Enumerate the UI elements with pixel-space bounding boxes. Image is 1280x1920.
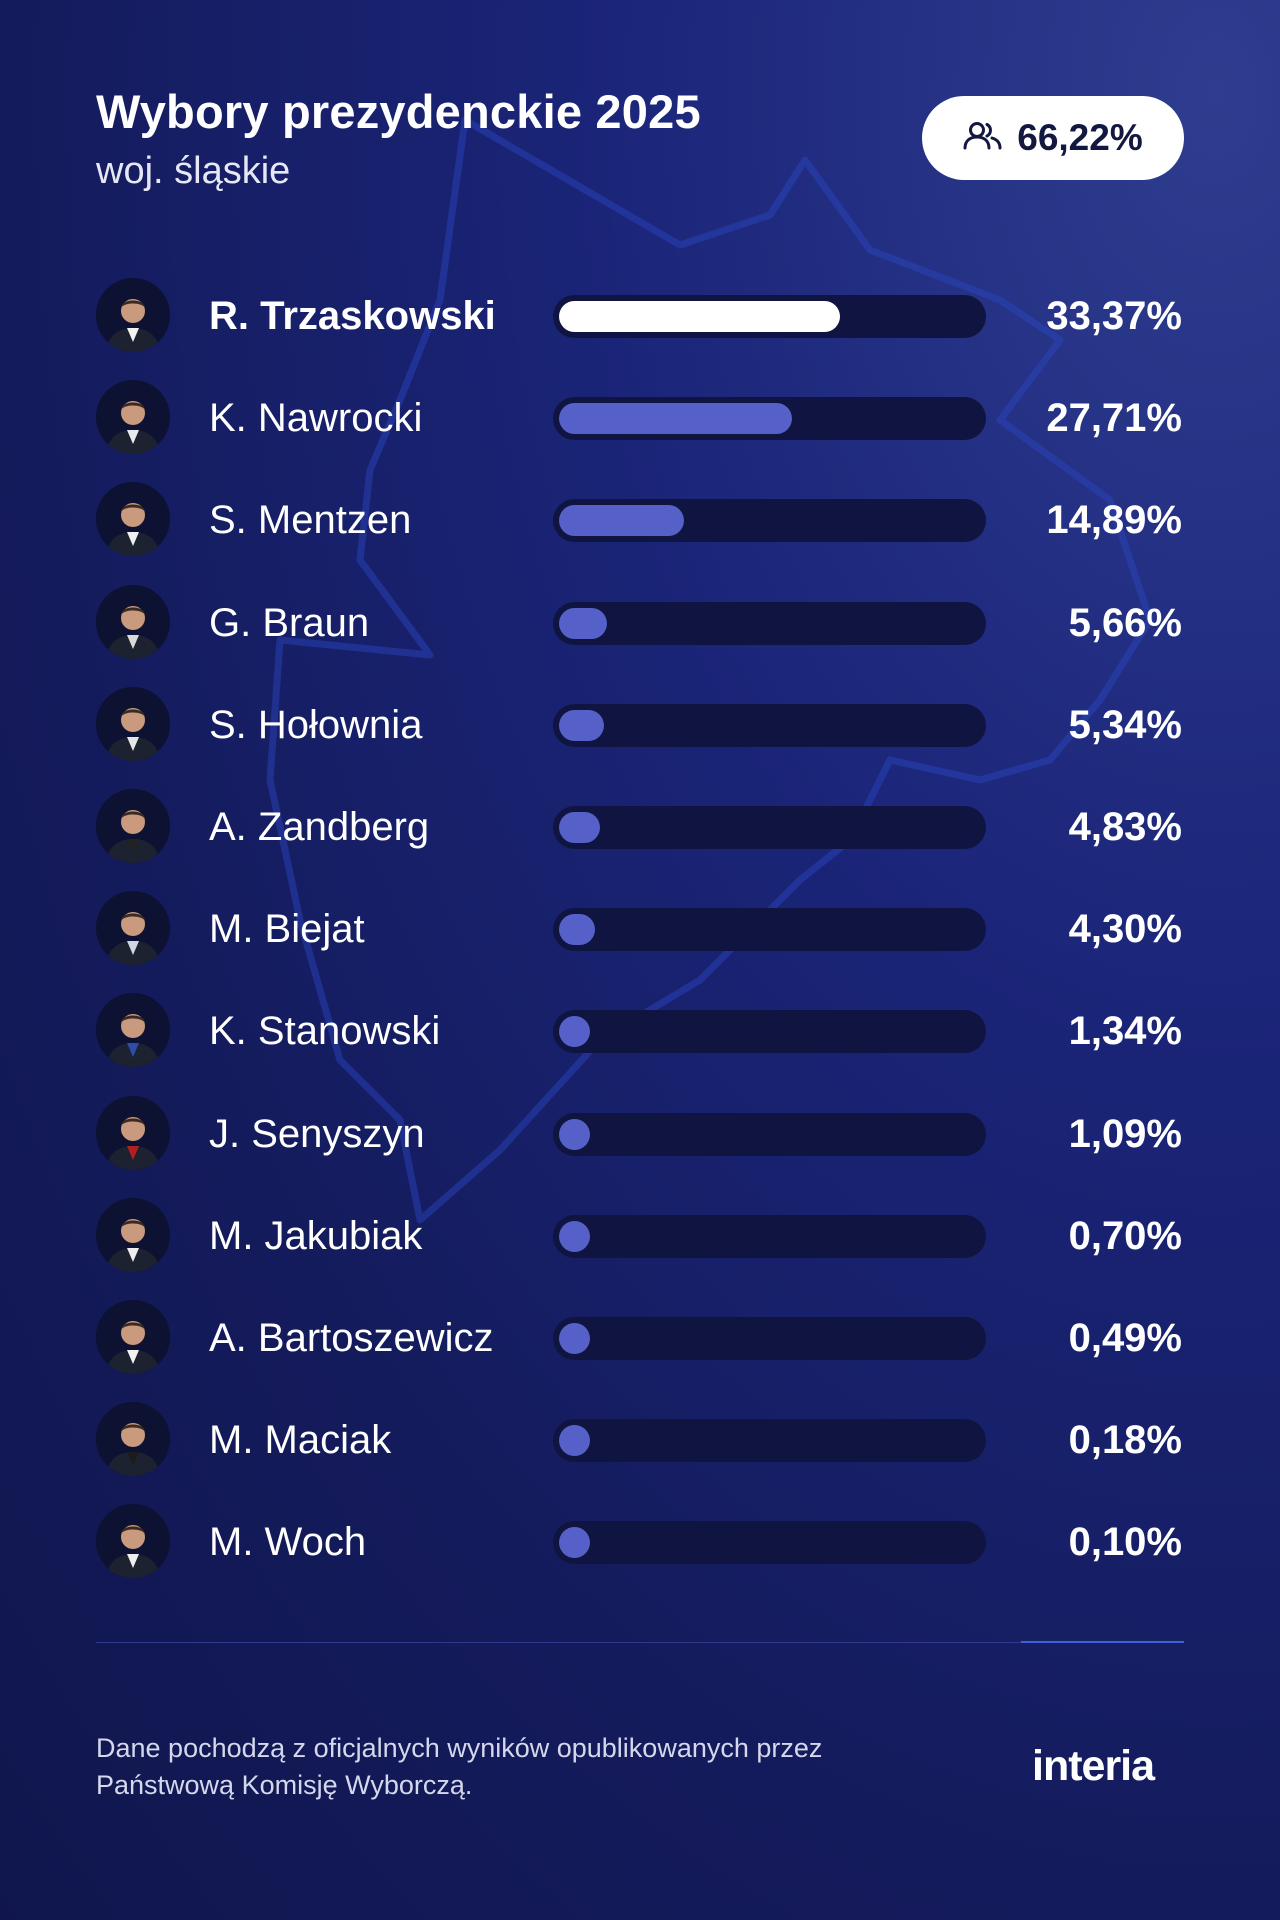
result-row: G. Braun 5,66% [0,581,1280,661]
candidate-avatar [96,380,170,455]
bar-fill [559,403,793,435]
candidate-avatar [96,584,170,659]
result-percentage: 4,83% [1068,805,1182,849]
result-percentage: 0,18% [1068,1418,1182,1463]
candidate-name: M. Woch [209,1520,367,1565]
result-row: A. Zandberg 4,83% [0,785,1280,865]
result-row: R. Trzaskowski 33,37% [0,274,1280,354]
candidate-name: A. Zandberg [209,805,430,849]
result-percentage: 5,66% [1068,600,1182,645]
candidate-avatar [96,1402,170,1477]
candidate-name: M. Biejat [209,907,365,952]
result-row: M. Jakubiak 0,70% [0,1194,1280,1274]
bar-track [553,1112,986,1156]
result-percentage: 5,34% [1068,702,1182,747]
source-note: Dane pochodzą z oficjalnych wyników opub… [96,1733,823,1800]
candidate-avatar [96,278,170,352]
bar-track [553,1521,986,1565]
result-row: M. Biejat 4,30% [0,887,1280,967]
result-row: J. Senyszyn 1,09% [0,1092,1280,1172]
bar-fill [559,1527,590,1559]
bar-track [553,806,986,849]
bar-fill [559,1323,590,1354]
candidate-name: K. Nawrocki [209,396,423,441]
bar-fill [559,505,685,537]
result-row: A. Bartoszewicz 0,49% [0,1296,1280,1376]
bar-track [553,1419,986,1463]
bar-track [553,1010,986,1054]
candidate-avatar [96,1197,170,1272]
divider-accent [1021,1641,1184,1643]
bar-fill [559,301,840,332]
candidate-avatar [96,1095,170,1170]
candidate-name: M. Maciak [209,1418,392,1463]
people-icon [963,121,1003,156]
result-row: K. Stanowski 1,34% [0,989,1280,1069]
candidate-avatar [96,1504,170,1579]
bar-track [553,397,986,441]
candidate-name: A. Bartoszewicz [209,1316,494,1360]
candidate-avatar [96,686,170,761]
candidate-name: J. Senyszyn [209,1111,425,1156]
result-row: K. Nawrocki 27,71% [0,376,1280,456]
interia-logo: interia [1032,1742,1155,1790]
candidate-avatar [96,789,170,863]
bar-fill [559,1425,590,1457]
bar-fill [559,1220,590,1252]
candidate-name: R. Trzaskowski [209,294,496,338]
bar-fill [559,914,596,946]
bar-track [553,601,986,645]
bar-track [553,295,986,338]
candidate-avatar [96,891,170,966]
result-percentage: 27,71% [1046,396,1182,441]
result-percentage: 14,89% [1046,498,1182,543]
turnout-badge: 66,22% [922,96,1184,180]
result-row: S. Mentzen 14,89% [0,478,1280,558]
bar-fill [559,812,600,843]
candidate-avatar [96,1300,170,1374]
candidate-name: S. Hołownia [209,702,423,747]
divider [96,1642,1184,1643]
candidate-name: M. Jakubiak [209,1213,423,1258]
bar-track [553,499,986,543]
bar-track [553,908,986,952]
result-percentage: 0,10% [1068,1520,1182,1565]
bar-fill [559,607,607,639]
bar-fill [559,1118,590,1150]
result-percentage: 1,09% [1068,1111,1182,1156]
page-title: Wybory prezydenckie 2025 [96,85,701,138]
candidate-avatar [96,482,170,557]
result-percentage: 1,34% [1068,1009,1182,1054]
bar-track [553,703,986,747]
result-percentage: 33,37% [1046,294,1182,338]
result-row: S. Hołownia 5,34% [0,683,1280,763]
result-percentage: 4,30% [1068,907,1182,952]
result-percentage: 0,70% [1068,1213,1182,1258]
bar-track [553,1317,986,1360]
turnout-value: 66,22% [1017,117,1143,158]
bar-track [553,1214,986,1258]
candidate-avatar [96,993,170,1068]
result-row: M. Woch 0,10% [0,1500,1280,1580]
result-percentage: 0,49% [1068,1316,1182,1360]
candidate-name: K. Stanowski [209,1009,441,1054]
candidate-name: S. Mentzen [209,498,412,543]
page-subtitle: woj. śląskie [96,150,291,192]
bar-fill [559,709,604,741]
result-row: M. Maciak 0,18% [0,1398,1280,1478]
candidate-name: G. Braun [209,600,370,645]
bar-fill [559,1016,590,1048]
